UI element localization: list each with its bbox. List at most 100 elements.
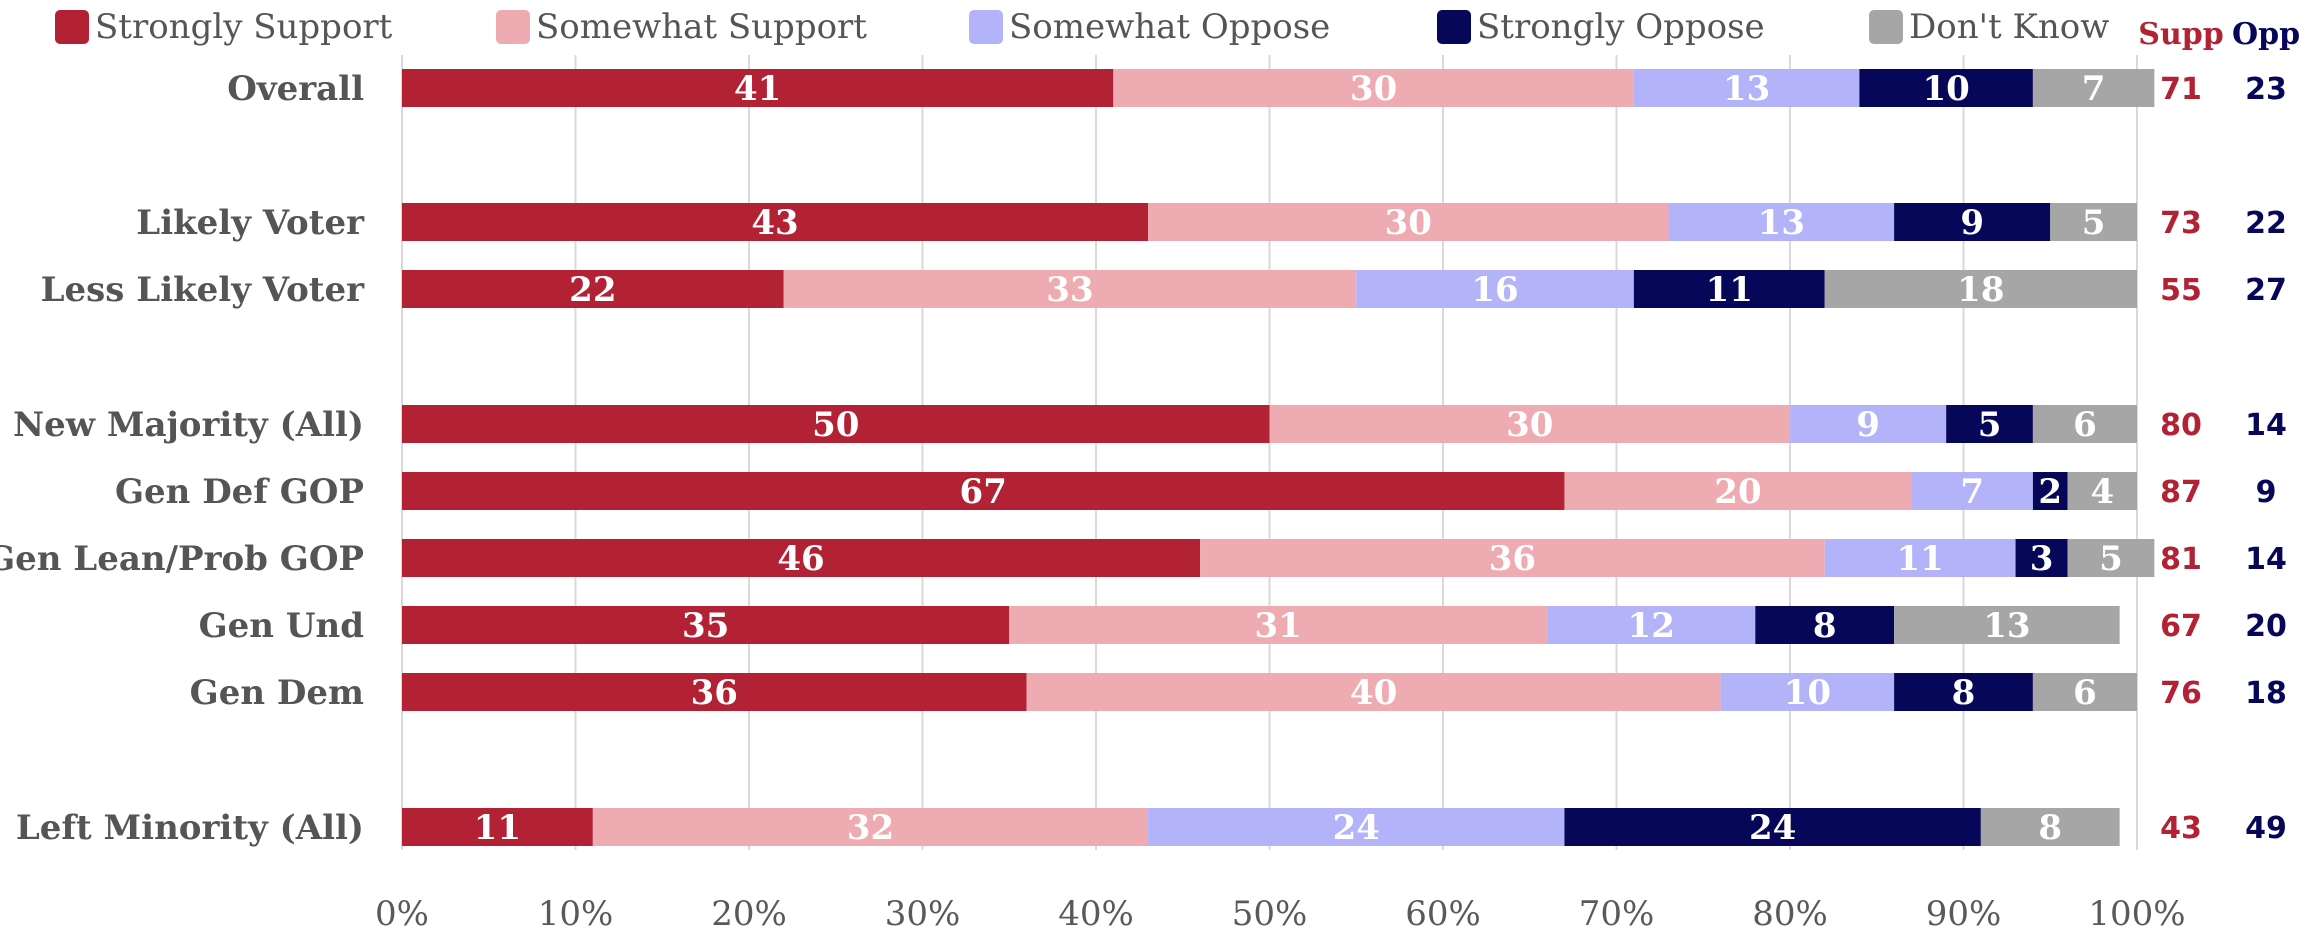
- supp-total: 55: [2160, 273, 2202, 308]
- opp-total: 22: [2245, 206, 2287, 241]
- bar-row-gen-und: 35 31 12 8 13: [402, 606, 2120, 646]
- supp-total: 81: [2160, 542, 2202, 577]
- category-label: New Majority (All): [13, 405, 364, 445]
- bar-segment-don-t-know: [2032, 405, 2137, 443]
- bar-segment-strongly-oppose: [1633, 270, 1825, 308]
- legend-swatch: [969, 10, 1003, 44]
- legend-label: Don't Know: [1909, 7, 2109, 47]
- bar-row-gen-dem: 36 40 10 8 6: [402, 673, 2137, 713]
- bar-segment-strongly-oppose: [1894, 673, 2033, 711]
- legend-label: Somewhat Oppose: [1009, 7, 1330, 47]
- data-label: 16: [1471, 270, 1518, 310]
- bar-segment-strongly-oppose: [1564, 808, 1981, 846]
- data-label: 43: [751, 203, 798, 243]
- bar-segment-strongly-support: [402, 472, 1565, 510]
- bar-segment-somewhat-support: [1009, 606, 1548, 644]
- data-label: 8: [1813, 606, 1837, 646]
- data-label: 46: [777, 539, 824, 579]
- data-label: 36: [691, 673, 738, 713]
- opp-total: 18: [2245, 676, 2287, 711]
- bar-segment-strongly-support: [402, 405, 1270, 443]
- opp-total: 20: [2245, 609, 2287, 644]
- bar-segment-somewhat-oppose: [1633, 69, 1860, 107]
- bar-segment-somewhat-oppose: [1720, 673, 1895, 711]
- bar-segment-somewhat-support: [1026, 673, 1721, 711]
- bar-row-left-minority-all: 11 32 24 24 8: [402, 808, 2120, 848]
- supp-total: 71: [2160, 72, 2202, 107]
- data-label: 30: [1350, 69, 1397, 109]
- bar-segment-somewhat-oppose: [1790, 405, 1947, 443]
- bar-segment-somewhat-support: [1269, 405, 1790, 443]
- x-tick-label: 70%: [1579, 894, 1655, 932]
- bar-segment-strongly-oppose: [1946, 405, 2033, 443]
- x-tick-label: 50%: [1232, 894, 1308, 932]
- x-tick-label: 20%: [711, 894, 787, 932]
- opp-total: 14: [2245, 542, 2287, 577]
- data-label: 67: [960, 472, 1007, 512]
- category-label: Likely Voter: [136, 203, 365, 243]
- data-label: 41: [734, 69, 781, 109]
- bar-segment-strongly-support: [402, 539, 1201, 577]
- opp-total: 23: [2245, 72, 2287, 107]
- legend-swatch: [55, 10, 89, 44]
- supp-header: Supp: [2138, 17, 2223, 52]
- bar-segment-somewhat-support: [1113, 69, 1634, 107]
- legend-item-don-t-know: Don't Know: [1869, 7, 2109, 47]
- legend-item-strongly-support: Strongly Support: [55, 7, 393, 47]
- data-label: 3: [2030, 539, 2054, 579]
- data-label: 31: [1255, 606, 1302, 646]
- legend-item-strongly-oppose: Strongly Oppose: [1437, 7, 1765, 47]
- data-label: 11: [1706, 270, 1753, 310]
- data-label: 9: [1960, 203, 1984, 243]
- bar-segment-somewhat-oppose: [1668, 203, 1895, 241]
- bar-segment-somewhat-support: [592, 808, 1149, 846]
- data-label: 24: [1333, 808, 1380, 848]
- bar-segment-don-t-know: [2032, 673, 2137, 711]
- bar-segment-somewhat-oppose: [1148, 808, 1565, 846]
- bar-row-less-likely-voter: 22 33 16 11 18: [402, 270, 2137, 310]
- bar-segment-somewhat-oppose: [1911, 472, 2033, 510]
- supp-total: 73: [2160, 206, 2202, 241]
- bar-segment-strongly-support: [402, 673, 1027, 711]
- legend-item-somewhat-oppose: Somewhat Oppose: [969, 7, 1330, 47]
- category-label: Overall: [227, 69, 364, 109]
- x-tick-label: 80%: [1752, 894, 1828, 932]
- gridlines: [401, 55, 2138, 850]
- opp-total: 14: [2245, 408, 2287, 443]
- data-label: 8: [1952, 673, 1976, 713]
- opp-total: 49: [2245, 811, 2287, 846]
- legend-label: Strongly Oppose: [1477, 7, 1765, 47]
- data-label: 4: [2090, 472, 2114, 512]
- data-label: 12: [1628, 606, 1675, 646]
- category-label: Gen Dem: [190, 673, 364, 713]
- x-tick-label: 60%: [1405, 894, 1481, 932]
- data-label: 18: [1957, 270, 2004, 310]
- bar-segment-don-t-know: [1824, 270, 2137, 308]
- opp-total: 9: [2256, 475, 2277, 510]
- data-label: 7: [1960, 472, 1984, 512]
- data-label: 24: [1749, 808, 1796, 848]
- supp-total: 43: [2160, 811, 2202, 846]
- data-label: 20: [1714, 472, 1761, 512]
- category-labels: Overall Likely Voter Less Likely Voter New …: [0, 69, 365, 848]
- legend-swatch: [1869, 10, 1903, 44]
- category-label: Gen Lean/Prob GOP: [0, 539, 364, 579]
- legend: Strongly Support Somewhat Support Somewhat…: [55, 7, 2109, 47]
- data-label: 10: [1922, 69, 1969, 109]
- data-label: 2: [2038, 472, 2062, 512]
- bar-row-gen-def-gop: 67 20 7 2 4: [402, 472, 2137, 512]
- category-label: Less Likely Voter: [41, 270, 365, 310]
- bar-segment-strongly-oppose: [1894, 203, 2051, 241]
- bar-segment-strongly-support: [402, 606, 1010, 644]
- bar-segment-strongly-oppose: [1755, 606, 1895, 644]
- bar-segment-don-t-know: [1894, 606, 2120, 644]
- x-tick-label: 0%: [375, 894, 429, 932]
- data-label: 35: [682, 606, 729, 646]
- x-tick-label: 100%: [2088, 894, 2185, 932]
- totals-headers: Supp Opp: [2138, 17, 2300, 52]
- data-label: 10: [1784, 673, 1831, 713]
- bar-row-likely-voter: 43 30 13 9 5: [402, 203, 2137, 243]
- totals-columns: 71 23 73 22 55 27 80 14 87 9 81 14 67 20 76 18 43 49: [2160, 72, 2287, 846]
- supp-total: 80: [2160, 408, 2202, 443]
